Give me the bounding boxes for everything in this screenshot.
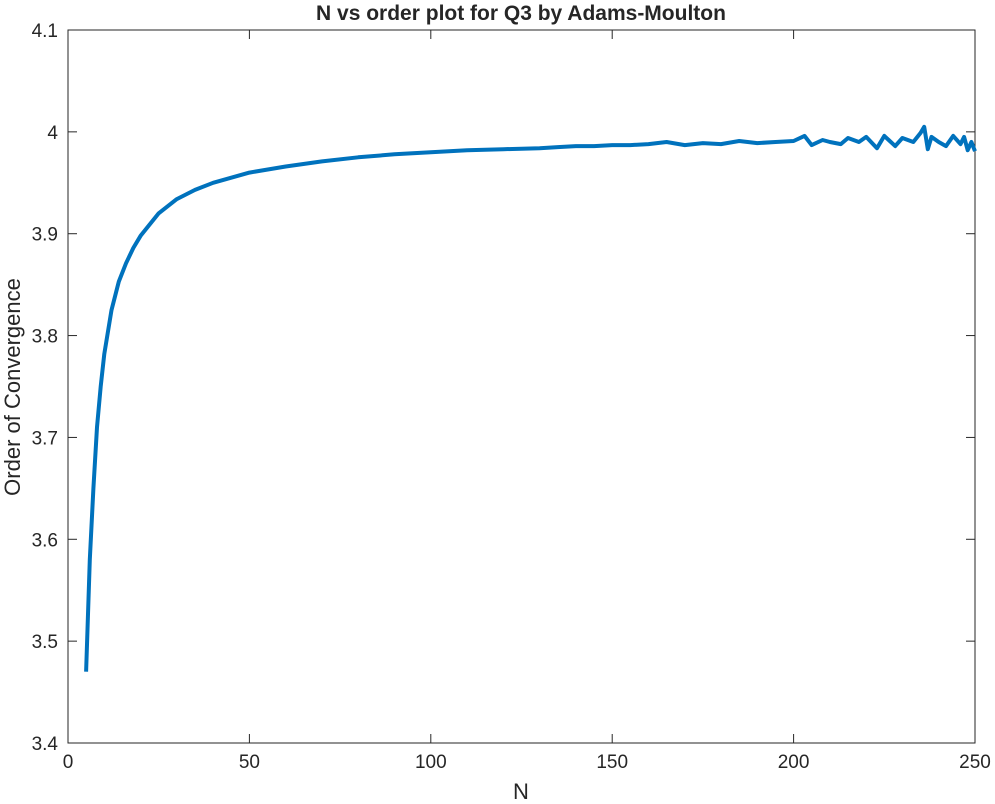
y-axis: 3.4 3.5 3.6 3.7 3.8 3.9 4 4.1 <box>32 21 975 755</box>
y-tick-label: 3.6 <box>32 530 58 551</box>
x-tick-label: 50 <box>239 752 260 773</box>
x-tick-label: 200 <box>778 752 810 773</box>
y-tick-label: 4.1 <box>32 21 58 42</box>
x-tick-label: 100 <box>415 752 447 773</box>
y-tick-label: 3.5 <box>32 632 58 653</box>
y-tick-label: 3.9 <box>32 225 58 246</box>
y-axis-label: Order of Convergence <box>0 278 25 496</box>
chart-title: N vs order plot for Q3 by Adams-Moulton <box>316 2 726 25</box>
x-tick-label: 150 <box>596 752 628 773</box>
x-axis: 0 50 100 150 200 250 <box>63 30 991 773</box>
series-line <box>84 124 977 672</box>
y-tick-label: 3.4 <box>32 734 59 755</box>
y-tick-label: 3.8 <box>32 327 58 348</box>
y-tick-label: 3.7 <box>32 428 58 449</box>
axes-box <box>67 29 976 744</box>
plot-area <box>67 29 977 744</box>
x-tick-label: 250 <box>959 752 991 773</box>
x-axis-label: N <box>513 779 529 804</box>
y-tick-label: 4 <box>47 123 58 144</box>
x-tick-label: 0 <box>63 752 74 773</box>
